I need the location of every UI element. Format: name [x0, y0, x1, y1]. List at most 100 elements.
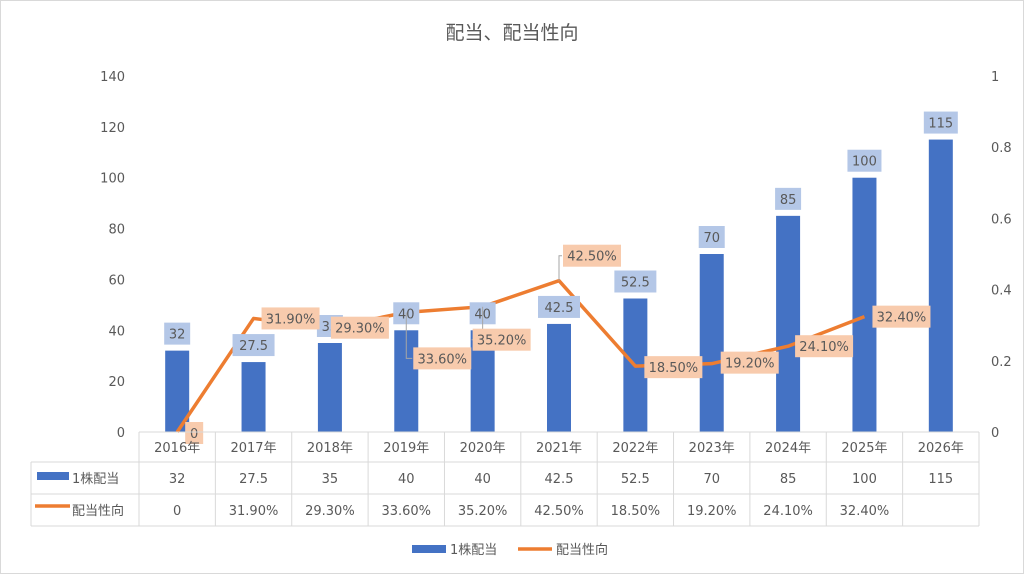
y-left-tick-label: 0 [117, 426, 125, 441]
category-label: 2019年 [383, 441, 429, 456]
leader-line [405, 312, 413, 359]
bar-data-label-bg [232, 334, 275, 357]
category-label: 2025年 [841, 441, 887, 456]
y-left-tick-label: 20 [108, 375, 125, 390]
y-left-tick-label: 100 [100, 172, 125, 187]
line-data-label: 29.30% [335, 322, 385, 337]
table-cell-payout: 19.20% [687, 504, 737, 519]
bar-data-label-bg [538, 295, 580, 318]
y-left-tick-label: 140 [100, 70, 125, 85]
bar-data-label-bg [847, 149, 882, 172]
table-cell-dividend: 85 [780, 472, 797, 487]
category-label: 2017年 [230, 441, 276, 456]
line-data-label: 35.20% [477, 334, 527, 349]
bar-2018年 [317, 343, 342, 432]
legend-label: 配当性向 [556, 542, 608, 558]
line-data-label-bg [872, 305, 931, 328]
table-cell-payout: 42.50% [534, 504, 584, 519]
y-right-tick-label: 1 [991, 70, 999, 85]
y-left-tick-label: 40 [108, 324, 125, 339]
table-cell-dividend: 52.5 [621, 472, 650, 487]
leader-line [558, 255, 562, 281]
line-data-label: 19.20% [725, 357, 775, 372]
table-cell-dividend: 35 [322, 472, 339, 487]
line-data-label: 32.40% [877, 311, 927, 326]
table-cell-payout: 0 [173, 504, 181, 519]
category-label: 2022年 [612, 441, 658, 456]
category-label: 2026年 [918, 441, 964, 456]
table-cell-payout: 32.40% [840, 504, 890, 519]
table-cell-payout: 33.60% [381, 504, 431, 519]
y-right-tick-label: 0.6 [991, 212, 1012, 227]
bar-2017年 [241, 362, 266, 432]
bar-data-label: 32 [169, 328, 186, 343]
y-left-tick-label: 80 [108, 223, 125, 238]
table-cell-dividend: 100 [852, 472, 877, 487]
line-data-label: 31.90% [266, 312, 316, 327]
category-label: 2021年 [536, 441, 582, 456]
table-cell-payout: 31.90% [229, 504, 279, 519]
legend-key-bar [412, 545, 446, 553]
line-data-label-bg [644, 356, 703, 379]
category-label: 2023年 [689, 441, 735, 456]
bar-2024年 [776, 215, 801, 432]
table-cell-dividend: 40 [474, 472, 491, 487]
line-data-label-bg [720, 351, 779, 374]
y-right-tick-label: 0 [991, 426, 999, 441]
table-series-name: 1株配当 [72, 472, 119, 487]
bar-data-label-bg [698, 226, 725, 248]
line-data-label: 24.10% [799, 340, 849, 355]
bar-2026年 [928, 139, 953, 433]
line-data-label: 33.60% [417, 352, 467, 367]
table-cell-dividend: 70 [703, 472, 720, 487]
bar-data-label: 52.5 [621, 276, 650, 291]
bar-2025年 [852, 177, 877, 432]
table-cell-dividend: 27.5 [239, 472, 268, 487]
line-data-label-bg [413, 347, 472, 370]
bar-data-label: 115 [928, 117, 953, 132]
table-series-name: 配当性向 [72, 503, 124, 519]
category-label: 2016年 [154, 441, 200, 456]
y-right-tick-label: 0.2 [991, 355, 1012, 370]
table-cell-payout: 29.30% [305, 504, 355, 519]
table-cell-payout: 18.50% [611, 504, 661, 519]
bar-data-label: 85 [780, 193, 797, 208]
table-cell-payout: 24.10% [763, 504, 813, 519]
line-data-label-bg [472, 328, 531, 351]
category-label: 2020年 [460, 441, 506, 456]
bar-data-label: 100 [852, 155, 877, 170]
bar-2021年 [547, 323, 571, 432]
y-right-tick-label: 0.8 [991, 141, 1012, 156]
table-cell-dividend: 115 [928, 472, 953, 487]
bar-data-label-bg [775, 187, 802, 210]
y-left-tick-label: 60 [108, 273, 125, 288]
bar-data-label: 42.5 [545, 301, 574, 316]
line-data-label-bg [185, 422, 204, 444]
line-data-label-bg [330, 316, 389, 339]
y-right-tick-label: 0.4 [991, 284, 1012, 299]
bar-data-label-bg [614, 270, 657, 293]
table-cell-payout: 35.20% [458, 504, 508, 519]
line-data-label-bg [795, 335, 854, 358]
category-label: 2024年 [765, 441, 811, 456]
bar-2023年 [699, 254, 724, 432]
chart-title: 配当、配当性向 [445, 22, 578, 44]
y-left-tick-label: 120 [100, 121, 125, 136]
bar-data-label: 70 [703, 231, 720, 246]
bar-data-label-bg [923, 111, 958, 134]
line-data-label-bg [563, 244, 621, 267]
line-data-label: 18.50% [649, 361, 699, 376]
line-data-label: 0 [190, 427, 198, 442]
table-cell-dividend: 32 [169, 472, 186, 487]
table-cell-dividend: 42.5 [545, 472, 574, 487]
table-cell-dividend: 40 [398, 472, 415, 487]
bar-data-label: 27.5 [239, 339, 268, 354]
line-data-label: 42.50% [567, 250, 617, 265]
table-legend-key-bar [37, 472, 69, 480]
line-data-label-bg [261, 307, 320, 330]
legend-label: 1株配当 [450, 543, 497, 558]
bar-data-label-bg [164, 322, 191, 345]
category-label: 2018年 [307, 441, 353, 456]
